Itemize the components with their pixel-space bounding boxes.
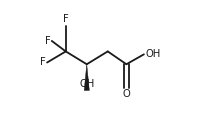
Polygon shape bbox=[84, 64, 89, 91]
Text: OH: OH bbox=[145, 49, 160, 59]
Text: F: F bbox=[63, 14, 69, 24]
Text: O: O bbox=[123, 89, 130, 99]
Text: F: F bbox=[45, 36, 51, 46]
Text: F: F bbox=[40, 57, 46, 67]
Text: OH: OH bbox=[79, 79, 94, 89]
